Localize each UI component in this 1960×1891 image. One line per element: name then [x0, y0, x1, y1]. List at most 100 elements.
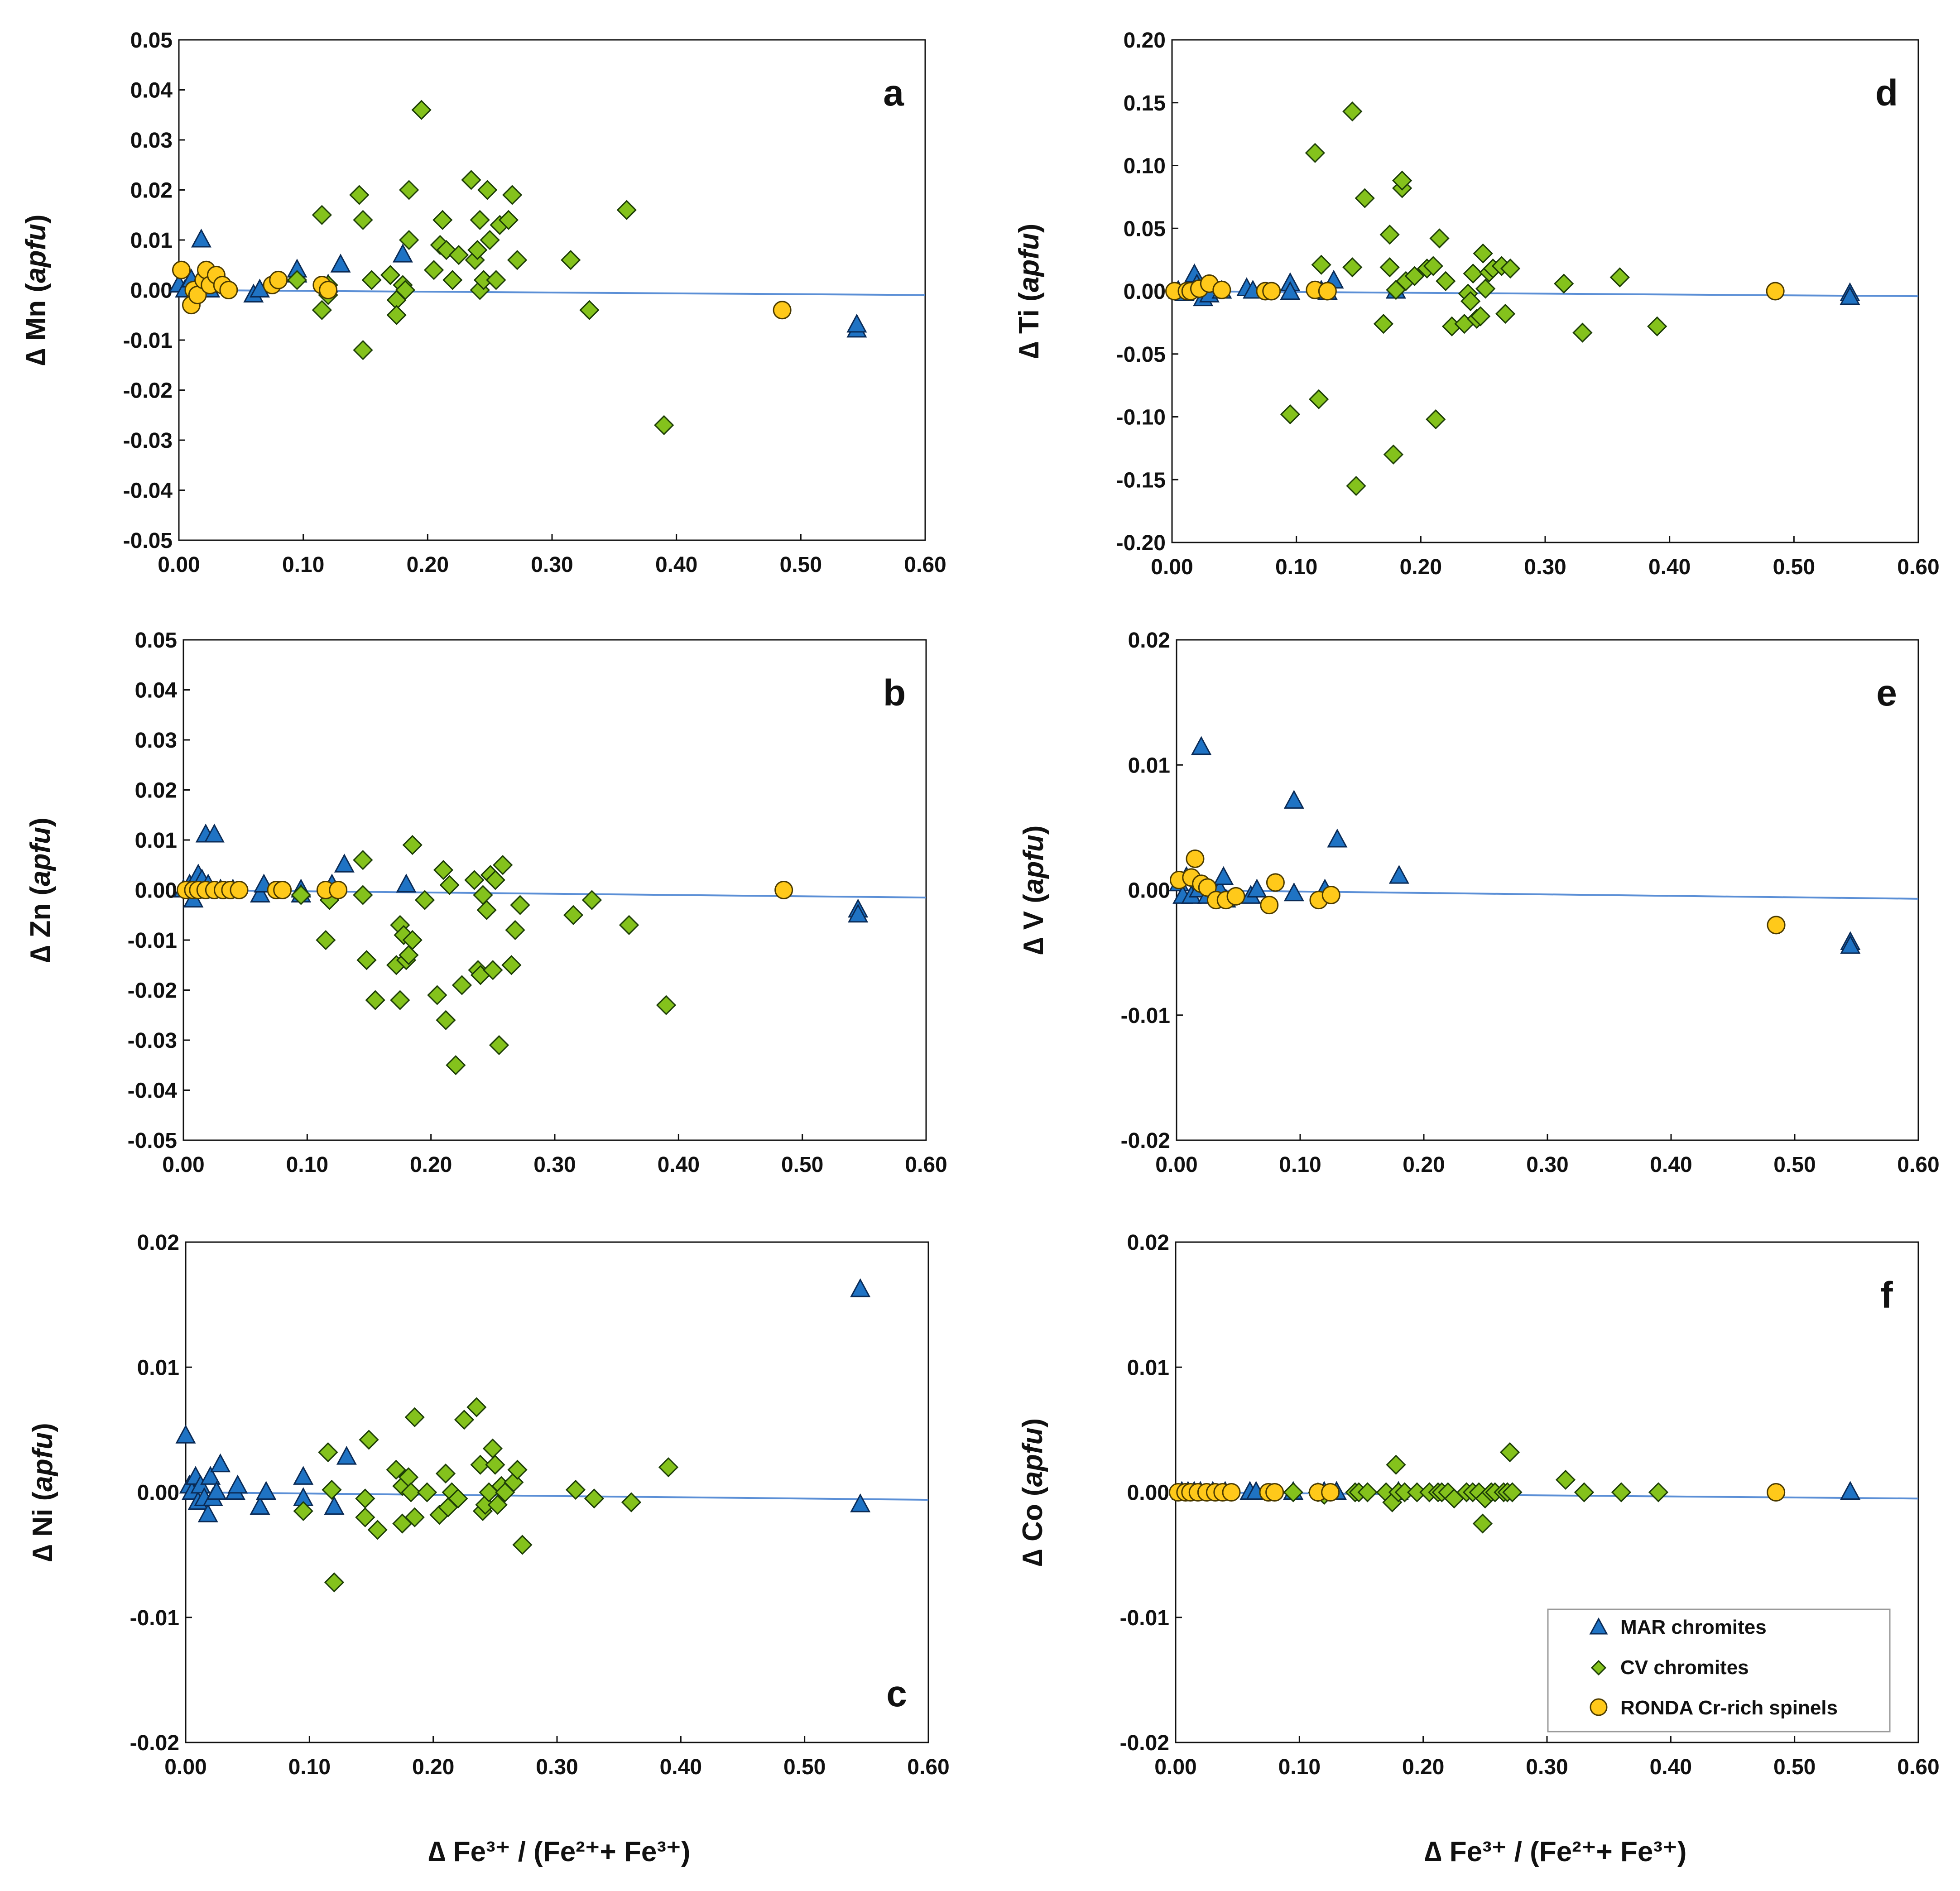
data-point-cv [293, 1501, 313, 1521]
data-point-cv [1311, 254, 1331, 275]
data-point-ronda [1198, 878, 1217, 897]
y-tick-label: 0.10 [1124, 154, 1166, 178]
x-tick-label: 0.50 [780, 553, 822, 577]
y-axis-label-element: ∆ Ni ( [27, 1491, 58, 1561]
x-tick-label: 0.40 [655, 553, 697, 577]
data-point-cv [353, 210, 373, 230]
data-point-cv [414, 890, 435, 910]
trend-line [1176, 889, 1919, 900]
series-diamond [293, 1397, 679, 1593]
legend-label-ronda: RONDA Cr-rich spinels [1620, 1697, 1838, 1719]
data-point-mar [1283, 790, 1304, 809]
y-tick-label: 0.03 [130, 129, 173, 153]
y-tick-label: 0.03 [135, 729, 177, 753]
x-tick-label: 0.00 [158, 553, 200, 577]
data-point-mar [850, 1493, 871, 1512]
data-point-cv [507, 250, 528, 270]
data-point-ronda [230, 881, 249, 899]
y-tick-label: -0.02 [128, 979, 177, 1003]
panel-letter: d [1875, 72, 1898, 114]
data-point-ronda [269, 270, 288, 289]
y-tick-label: 0.05 [135, 629, 177, 653]
data-point-cv [402, 930, 423, 950]
data-point-cv [1308, 389, 1329, 409]
data-point-cv [1305, 143, 1325, 163]
x-tick-label: 0.50 [1773, 1755, 1816, 1779]
series-circle [172, 260, 792, 320]
data-point-cv [399, 180, 419, 200]
y-axis-label: ∆ V (apfu) [1018, 826, 1049, 955]
data-point-cv [411, 100, 432, 120]
data-point-cv [404, 1507, 425, 1527]
data-point-cv [1574, 1482, 1595, 1502]
x-tick-label: 0.30 [1526, 1755, 1568, 1779]
data-point-ronda [1321, 1483, 1340, 1502]
y-axis-label-element: ∆ V ( [1018, 894, 1049, 955]
data-point-ronda [219, 281, 238, 299]
legend-marker-circle [1590, 1698, 1608, 1716]
data-point-cv [470, 1454, 490, 1475]
data-point-ronda [319, 281, 338, 299]
data-point-cv [1280, 404, 1301, 425]
panel-letter: a [883, 72, 904, 114]
data-point-cv [507, 1459, 528, 1480]
series-diamond [1280, 101, 1667, 496]
data-point-cv [563, 905, 584, 925]
x-tick-label: 0.00 [1154, 1755, 1196, 1779]
y-tick-label: 0.00 [135, 879, 177, 903]
data-point-cv [353, 885, 373, 905]
y-tick-label: 0.02 [135, 779, 177, 803]
legend-marker-diamond [1590, 1660, 1607, 1676]
data-point-ronda [1222, 1483, 1241, 1502]
y-tick-label: -0.05 [123, 529, 173, 553]
data-point-cv [402, 835, 423, 855]
data-point-cv [1499, 1442, 1520, 1463]
data-point-cv [1502, 1482, 1523, 1502]
x-tick-label: 0.30 [1524, 555, 1566, 579]
data-point-mar [250, 1496, 270, 1515]
data-point-cv [399, 945, 419, 965]
y-tick-label: 0.20 [1124, 29, 1166, 53]
y-tick-label: -0.01 [1120, 1606, 1169, 1630]
x-axis-label-left: ∆ Fe³⁺ / (Fe²⁺+ Fe³⁺) [428, 1836, 691, 1867]
data-point-mar [175, 1425, 196, 1444]
data-point-mar [204, 823, 225, 843]
data-point-cv [1346, 476, 1366, 496]
data-point-cv [621, 1492, 642, 1512]
data-point-mar [846, 313, 867, 333]
plot-frame [185, 1241, 929, 1743]
data-point-mar [334, 854, 355, 873]
legend-marker-triangle [1589, 1617, 1608, 1635]
data-point-cv [432, 210, 453, 230]
data-point-cv [318, 1442, 338, 1463]
data-point-ronda [1318, 282, 1337, 301]
x-tick-label: 0.20 [1402, 1755, 1444, 1779]
y-axis-label: ∆ Mn (apfu) [20, 214, 52, 365]
data-point-cv [502, 185, 523, 205]
y-tick-label: -0.01 [128, 929, 177, 953]
data-point-cv [485, 1454, 505, 1475]
data-point-cv [616, 200, 637, 220]
x-tick-label: 0.10 [1275, 555, 1317, 579]
x-tick-label: 0.50 [1773, 555, 1815, 579]
data-point-cv [486, 270, 506, 290]
x-tick-label: 0.60 [907, 1755, 949, 1779]
data-point-mar [250, 883, 270, 903]
y-axis-label-element: ∆ Ti ( [1014, 292, 1045, 359]
data-point-cv [498, 210, 519, 230]
data-point-cv [1386, 1454, 1406, 1475]
data-point-cv [1383, 444, 1404, 465]
data-point-cv [1572, 322, 1593, 343]
data-point-mar [1327, 828, 1348, 848]
series-circle [1165, 274, 1785, 301]
data-point-mar [330, 254, 351, 273]
y-tick-label: -0.15 [1116, 468, 1166, 492]
x-tick-label: 0.30 [531, 553, 573, 577]
data-point-cv [1472, 1513, 1493, 1534]
data-point-cv [470, 210, 490, 230]
data-point-cv [1611, 1482, 1632, 1502]
y-tick-label: -0.02 [130, 1731, 179, 1755]
data-point-mar [396, 874, 417, 893]
x-tick-label: 0.30 [1526, 1153, 1568, 1177]
